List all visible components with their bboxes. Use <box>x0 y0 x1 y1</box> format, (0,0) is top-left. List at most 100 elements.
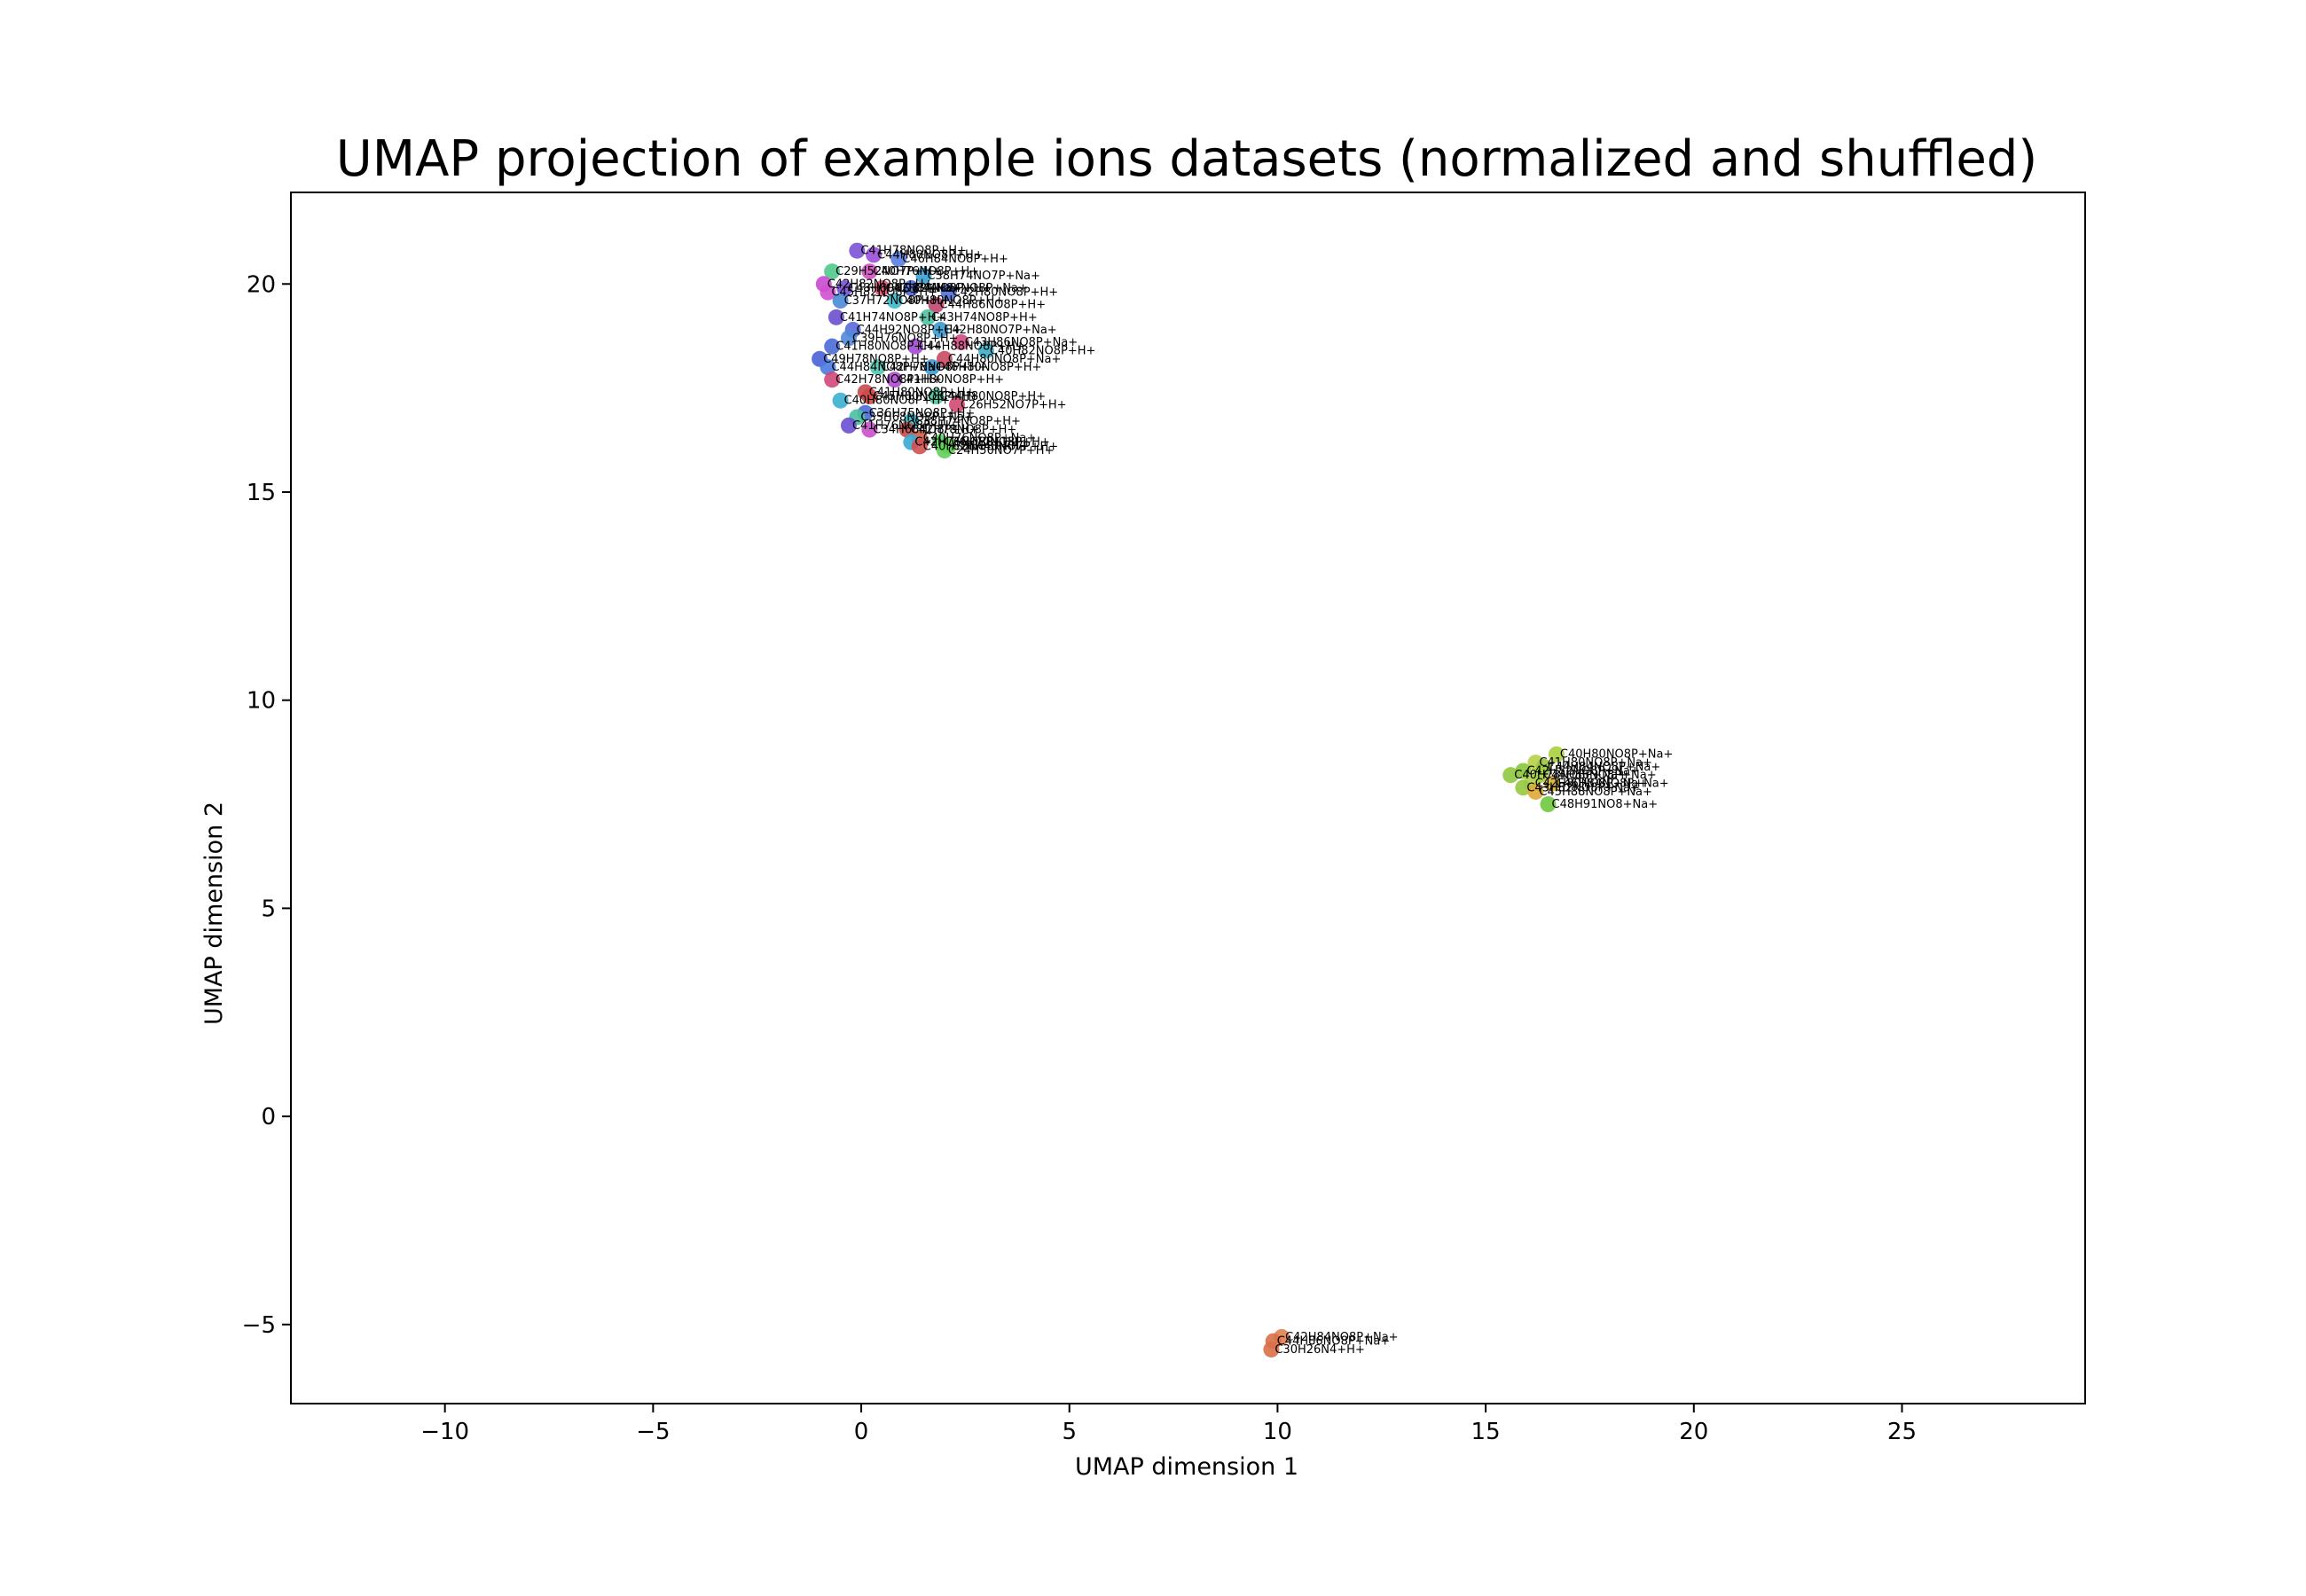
data-point <box>824 263 841 280</box>
point-label: C41H78NO8P+H+ <box>860 245 967 258</box>
data-point <box>824 372 841 388</box>
data-point <box>1515 763 1532 779</box>
x-tick-label: 10 <box>1263 1419 1292 1445</box>
point-label: C43H82NO8P+Na+ <box>1526 781 1639 794</box>
point-label: C30H26N4+H+ <box>1275 1343 1365 1357</box>
point-label: C44H86NO8P+Na+ <box>1543 769 1656 782</box>
x-tick-label: 25 <box>1887 1419 1917 1445</box>
point-label: C40H78NO8P+Na+ <box>1514 769 1627 782</box>
data-point <box>1544 775 1561 792</box>
data-point <box>1540 796 1557 813</box>
y-tick-label: 10 <box>247 688 276 715</box>
data-point <box>1502 767 1519 784</box>
data-point <box>886 372 903 388</box>
point-label: C44H86NO8P+H+ <box>940 299 1047 312</box>
y-axis-ticks: −5 0 5 10 15 20 <box>242 271 291 1339</box>
data-point <box>861 388 878 405</box>
point-label: C36H70NO8P+H+ <box>944 436 1050 450</box>
data-point <box>932 321 949 338</box>
point-label: C36H75NO8P+H+ <box>869 407 976 420</box>
point-label: C42H78NO8P+H+ <box>882 361 988 374</box>
point-label: C46H84NO8P+H+ <box>902 253 1008 266</box>
data-point <box>1263 1341 1280 1357</box>
point-label: C43H74NO8P+H+ <box>931 311 1038 325</box>
point-label: C38H74NO8P+H+ <box>914 415 1021 428</box>
point-label: C41H80NO8P+H+ <box>898 373 1005 387</box>
data-point <box>898 421 915 438</box>
y-tick-label: 20 <box>247 271 276 298</box>
point-label: C41H80NO8P+Na+ <box>1539 756 1651 770</box>
data-point <box>911 438 928 455</box>
plot-points: C41H78NO8P+H+C44H80NO8P+H+C46H84NO8P+H+C… <box>812 242 1673 1357</box>
point-label: C41H74NO8P+H+ <box>840 311 946 325</box>
point-label: C46H84NO8P+Na+ <box>1556 778 1668 791</box>
data-point <box>874 279 890 296</box>
data-point <box>890 251 907 268</box>
data-point <box>840 417 857 434</box>
x-tick-label: 20 <box>1679 1419 1708 1445</box>
point-label: C42H76NO8P+H+ <box>914 436 1021 450</box>
point-label: C41H80NO8P+H+ <box>835 340 942 354</box>
data-point <box>928 296 945 313</box>
point-label: C42H78NO8P+H+ <box>835 373 942 387</box>
point-label: C40H82NO8P+H+ <box>990 344 1096 357</box>
point-label: C44H80NO8P+H+ <box>877 248 984 262</box>
point-label: C48H91NO8+Na+ <box>1552 798 1659 811</box>
point-label: C24H50NO7P+H+ <box>948 444 1055 458</box>
data-point <box>936 442 953 459</box>
point-label: C44H88NO8P+H+ <box>919 340 1025 354</box>
point-label: C42H82NO8P+H+ <box>827 278 934 291</box>
data-point <box>977 342 994 359</box>
data-point <box>861 263 878 280</box>
point-label: C26H52NO7P+H+ <box>961 398 1067 411</box>
point-label: C39H76NO8P+H+ <box>852 332 959 345</box>
data-point <box>866 246 882 263</box>
y-tick-label: −5 <box>242 1312 276 1339</box>
point-label: C46H80NO8P+H+ <box>936 361 1042 374</box>
data-point <box>820 284 836 301</box>
data-point <box>820 359 836 376</box>
point-label: C41H80NO8P+H+ <box>869 386 976 399</box>
data-point <box>948 396 965 413</box>
data-point <box>1548 746 1565 763</box>
data-point <box>832 293 849 309</box>
point-label: C43H86NO8P+Na+ <box>965 336 1078 349</box>
point-label: C41H76NO8P+H+ <box>852 419 959 433</box>
data-point <box>869 359 886 376</box>
point-label: C34H68NO8P+H+ <box>873 424 979 437</box>
point-label: C44H86NO8P+Na+ <box>1277 1335 1390 1349</box>
chart-title: UMAP projection of example ions datasets… <box>336 130 2037 188</box>
point-label: C42H84NO8P+Na+ <box>1285 1331 1398 1344</box>
point-label: C42H78NO8P+H+ <box>911 424 1017 437</box>
x-tick-label: −10 <box>420 1419 469 1445</box>
point-label: C44H84NO8P+Na+ <box>831 361 944 374</box>
point-label: C45H80NO8P+H+ <box>873 390 979 403</box>
point-label: C42H84NO8P+H+ <box>886 282 992 295</box>
point-label: C29H52NO7P+H+ <box>835 265 942 278</box>
y-tick-label: 0 <box>261 1104 276 1130</box>
point-label: C40H76NO8P+H+ <box>873 265 979 278</box>
y-tick-label: 5 <box>261 896 276 922</box>
data-point <box>861 421 878 438</box>
data-point <box>907 338 924 355</box>
data-point <box>936 350 953 367</box>
point-label: C37H72NO8P+H+ <box>844 294 951 308</box>
x-tick-label: −5 <box>636 1419 670 1445</box>
x-tick-label: 5 <box>1062 1419 1077 1445</box>
point-label: C40H78NO8P+H+ <box>923 440 1030 453</box>
point-label: C43H80NO8P+Na+ <box>848 282 961 295</box>
y-tick-label: 15 <box>247 480 276 506</box>
data-point <box>923 359 940 376</box>
data-point <box>940 284 957 301</box>
point-label: C26H48NO7P+H+ <box>953 440 1059 453</box>
point-label: C49H78NO8P+H+ <box>823 353 929 366</box>
point-label: C44H80NO8P+H+ <box>940 390 1047 403</box>
data-point <box>824 338 841 355</box>
data-point <box>915 267 932 284</box>
point-label: C42H82NO8P+Na+ <box>1526 764 1639 778</box>
x-tick-label: 0 <box>854 1419 869 1445</box>
data-point <box>903 279 920 296</box>
x-axis-label: UMAP dimension 1 <box>1075 1453 1298 1481</box>
point-label: C44H84NO8P+Na+ <box>914 282 1027 295</box>
plot-frame <box>290 192 2086 1404</box>
